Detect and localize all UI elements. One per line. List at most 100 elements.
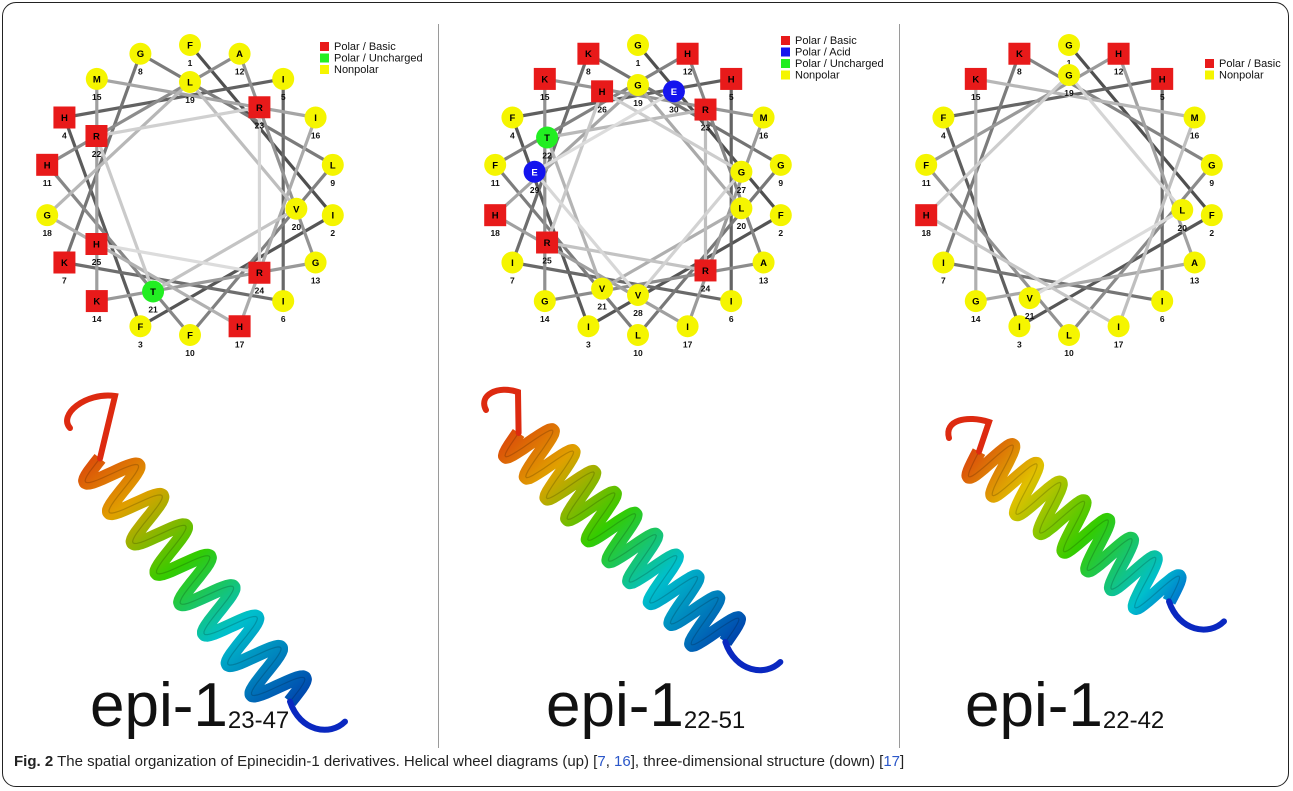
wheel-connection-line (925, 213, 1120, 328)
residue-letter: M (760, 113, 768, 124)
residue-number: 10 (185, 348, 195, 358)
residue-marker: F 10 (179, 324, 201, 358)
reference-link[interactable]: 17 (883, 753, 901, 770)
residue-letter: F (923, 160, 929, 171)
residue-marker: H5 (720, 67, 743, 102)
residue-marker: V 21 (1018, 287, 1041, 321)
legend-label: Nonpolar (334, 64, 379, 76)
residue-number: 10 (633, 348, 643, 358)
residue-shape-square (248, 261, 271, 284)
residue-number: 5 (281, 92, 286, 102)
residue-letter: I (686, 322, 689, 333)
residue-letter: I (1161, 297, 1164, 308)
residue-number: 10 (1064, 348, 1074, 358)
caption-text: ] (900, 753, 905, 770)
residue-shape-circle (1171, 198, 1194, 221)
residue-letter: F (941, 113, 947, 124)
residue-shape-circle (627, 284, 649, 306)
residue-number: 13 (311, 276, 321, 286)
residue-marker: F1 (179, 34, 201, 68)
residue-marker: F 11 (915, 153, 938, 188)
molecule-label: epi-122-51 (546, 671, 746, 740)
residue-number: 9 (778, 178, 783, 188)
residue-shape-circle (662, 80, 685, 103)
residue-number: 25 (92, 257, 102, 267)
legend-label: Polar / Basic (795, 35, 857, 47)
residue-marker: L 19 (179, 71, 201, 105)
residue-shape-circle (272, 67, 295, 90)
wheel-connection-line (139, 52, 334, 167)
legend-label: Nonpolar (1219, 70, 1264, 82)
residue-number: 19 (1064, 88, 1074, 98)
helix-ribbon (961, 438, 1187, 615)
residue-letter: K (972, 74, 979, 85)
residue-letter: R (544, 238, 551, 249)
residue-marker: H5 (1151, 67, 1174, 102)
structure-ribbon (945, 416, 1227, 633)
reference-link[interactable]: 16 (614, 753, 631, 770)
residue-shape-circle (1058, 324, 1080, 346)
residue-number: 1 (1067, 58, 1072, 68)
residue-marker: I2 (321, 204, 344, 238)
wheel-connection-line (64, 260, 284, 303)
residue-letter: G (1065, 41, 1072, 52)
residue-marker: F4 (932, 106, 955, 141)
wheel-connection-line (1067, 73, 1184, 211)
residue-marker: G8 (129, 42, 152, 77)
residue-shape-square (53, 251, 76, 274)
wheel-connection-line (544, 77, 764, 120)
residue-marker: I 17 (676, 315, 699, 349)
residue-number: 19 (633, 98, 643, 108)
residue-marker: G 18 (36, 204, 59, 238)
wheel-connection-line (188, 43, 335, 217)
residue-marker: G 19 (1058, 64, 1080, 98)
residue-number: 2 (778, 228, 783, 238)
wheel-connection-line (494, 213, 689, 328)
c-terminal-coil (287, 698, 348, 733)
figure-caption: Fig. 2 The spatial organization of Epine… (14, 753, 904, 770)
residue-letter: K (1016, 49, 1023, 60)
reference-link[interactable]: 7 (597, 753, 606, 770)
residue-shape-circle (179, 324, 201, 346)
residue-marker: H 17 (228, 315, 251, 349)
residue-shape-circle (730, 197, 753, 220)
residue-marker: I7 (501, 251, 524, 286)
residue-shape-circle (752, 251, 775, 274)
residue-number: 3 (586, 339, 591, 349)
residue-letter: G (541, 297, 548, 308)
helix-ribbon (78, 453, 312, 707)
residue-shape-circle (321, 153, 344, 176)
legend-swatch (781, 47, 790, 57)
residue-shape-circle (1183, 106, 1206, 129)
residue-number: 23 (701, 123, 711, 133)
residue-marker: G 14 (533, 290, 556, 324)
residue-shape-circle (769, 153, 792, 176)
residue-marker: F 11 (484, 153, 507, 188)
residue-letter: I (331, 211, 334, 222)
residue-marker: H 12 (1107, 42, 1130, 77)
residue-shape-circle (676, 315, 699, 338)
residue-number: 9 (1209, 178, 1214, 188)
residue-marker: H 12 (676, 42, 699, 77)
wheel-connection-line (1018, 213, 1213, 328)
residue-marker: R 23 (248, 96, 271, 130)
caption-figure-number: Fig. 2 (14, 753, 54, 770)
residue-number: 5 (1160, 92, 1165, 102)
residue-letter: T (150, 287, 156, 298)
residue-shape-square (536, 231, 559, 254)
helical-wheel-epi-1-22-51: G1F2I3F4H5I6I7K8G9L10F11H12A13G14K15M16I… (481, 34, 884, 674)
residue-shape-square (36, 153, 59, 176)
residue-number: 2 (1209, 228, 1214, 238)
residue-number: 27 (737, 185, 747, 195)
residue-number: 4 (510, 131, 515, 141)
residue-shape-circle (304, 251, 327, 274)
residue-number: 8 (138, 67, 143, 77)
residue-marker: I3 (577, 315, 600, 349)
residue-number: 23 (255, 120, 265, 130)
residue-shape-square (1107, 42, 1130, 65)
residue-marker: H 25 (85, 233, 108, 267)
residue-letter: R (256, 268, 263, 279)
legend-label: Polar / Basic (1219, 58, 1281, 70)
residue-letter: H (1159, 74, 1166, 85)
